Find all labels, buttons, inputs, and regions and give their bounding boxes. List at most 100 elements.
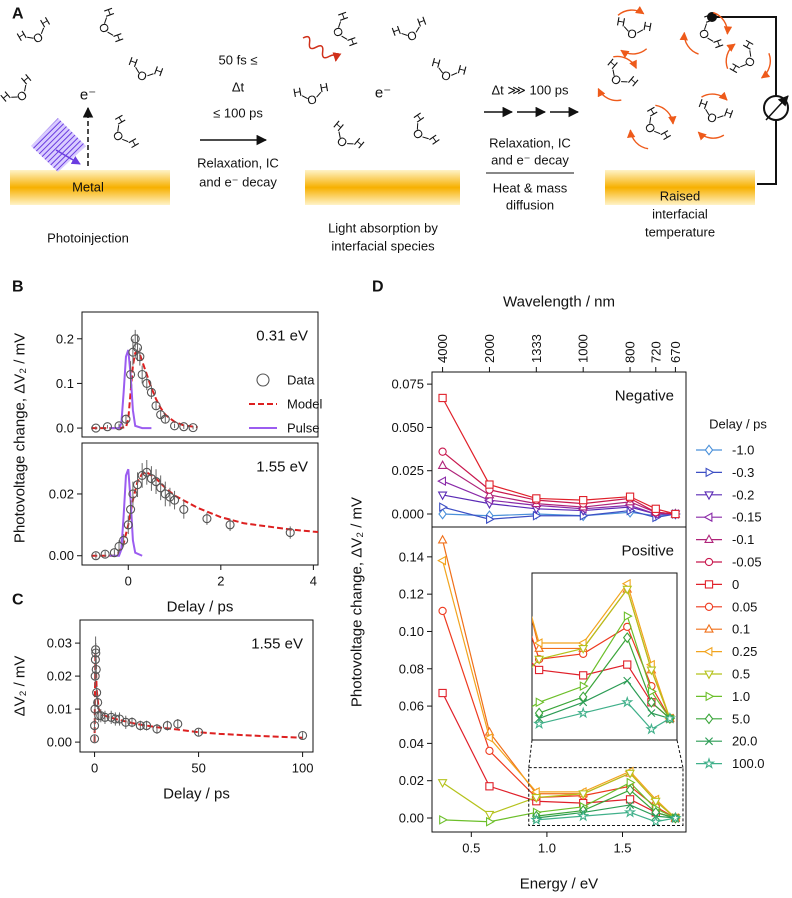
marker bbox=[491, 705, 499, 712]
marker bbox=[169, 421, 180, 431]
marker bbox=[704, 670, 714, 680]
transition-text: Δt ⋙ 100 ps bbox=[491, 83, 569, 98]
bond bbox=[707, 37, 714, 42]
atom: O bbox=[96, 21, 112, 35]
marker bbox=[194, 727, 204, 737]
marker bbox=[703, 512, 713, 523]
bond bbox=[107, 31, 114, 36]
marker bbox=[90, 721, 100, 731]
inset-frame bbox=[531, 572, 678, 741]
marker bbox=[485, 782, 494, 791]
marker bbox=[650, 797, 661, 807]
x2-tick-label: 2000 bbox=[482, 334, 497, 363]
rotation-arrow bbox=[617, 5, 645, 16]
panel-label: A bbox=[12, 6, 24, 23]
atom: O bbox=[14, 88, 30, 105]
marker bbox=[530, 787, 540, 797]
bond bbox=[654, 130, 661, 135]
rotation-arrow bbox=[760, 53, 772, 79]
marker bbox=[298, 730, 308, 741]
x-axis-label: Delay / ps bbox=[167, 599, 234, 616]
bond bbox=[621, 81, 628, 83]
rotation-arrow bbox=[697, 131, 725, 141]
plot-area bbox=[91, 459, 318, 561]
marker bbox=[437, 779, 448, 789]
bond bbox=[27, 36, 34, 39]
panel-label: D bbox=[372, 279, 384, 296]
marker bbox=[93, 697, 103, 708]
bond bbox=[24, 84, 27, 92]
water-molecule: HOH bbox=[725, 38, 772, 79]
marker bbox=[486, 816, 495, 827]
series-line bbox=[442, 397, 676, 515]
marker bbox=[90, 734, 100, 744]
bond bbox=[104, 17, 108, 24]
marker bbox=[703, 646, 713, 657]
light-pulse bbox=[31, 118, 86, 172]
bond bbox=[704, 23, 708, 30]
marker bbox=[438, 606, 447, 616]
atom: H bbox=[14, 28, 29, 44]
bond bbox=[147, 73, 154, 77]
atom: H bbox=[625, 73, 641, 89]
zoom-region bbox=[528, 767, 684, 826]
atom: H bbox=[657, 128, 673, 143]
legend-marker bbox=[256, 373, 270, 387]
y-axis-label: Photovoltage change, ΔV₂ / mV bbox=[12, 333, 29, 543]
caption: temperature bbox=[645, 225, 715, 240]
annotation: 1.55 eV bbox=[256, 459, 308, 476]
atom: O bbox=[110, 128, 127, 143]
atom: H bbox=[430, 55, 442, 71]
marker bbox=[132, 343, 143, 353]
marker bbox=[285, 528, 295, 538]
marker bbox=[623, 660, 632, 669]
y-tick-label: 0.03 bbox=[47, 636, 72, 651]
x-tick-label: 0 bbox=[125, 574, 132, 589]
marker bbox=[705, 691, 715, 702]
marker bbox=[577, 809, 590, 822]
marker bbox=[649, 815, 662, 827]
marker bbox=[437, 555, 447, 566]
marker bbox=[704, 534, 714, 544]
marker bbox=[535, 697, 545, 708]
legend-label: 20.0 bbox=[732, 734, 757, 749]
annotation: 0.31 eV bbox=[256, 328, 308, 345]
rotation-arrow bbox=[712, 11, 733, 35]
atom: H bbox=[426, 132, 442, 147]
marker bbox=[160, 414, 170, 424]
marker bbox=[179, 422, 189, 432]
axes-frame bbox=[79, 619, 314, 753]
atom: H bbox=[101, 6, 117, 19]
marker bbox=[577, 706, 590, 719]
plot-area bbox=[91, 329, 198, 433]
marker bbox=[669, 811, 682, 824]
marker bbox=[165, 492, 175, 502]
marker bbox=[142, 467, 152, 477]
atom: O bbox=[440, 68, 453, 84]
marker bbox=[647, 696, 656, 708]
marker bbox=[126, 504, 136, 514]
x2-tick-label: 1000 bbox=[576, 334, 591, 363]
marker bbox=[704, 444, 714, 456]
marker bbox=[130, 334, 140, 344]
y-tick-label: 0.02 bbox=[47, 669, 72, 684]
marker bbox=[532, 717, 546, 730]
metal-surface bbox=[10, 170, 170, 205]
marker bbox=[135, 352, 145, 362]
marker bbox=[126, 369, 136, 380]
marker bbox=[132, 480, 143, 490]
marker bbox=[137, 470, 147, 480]
marker bbox=[533, 638, 543, 648]
caption: Photoinjection bbox=[47, 231, 129, 246]
atom: H bbox=[615, 14, 626, 29]
atom: H bbox=[644, 104, 660, 119]
bond bbox=[623, 26, 629, 32]
plot-area bbox=[90, 636, 308, 744]
atom: H bbox=[319, 80, 330, 95]
rotation-arrow bbox=[626, 129, 649, 150]
bond bbox=[749, 50, 752, 57]
legend-label: 5.0 bbox=[732, 711, 750, 726]
marker bbox=[91, 551, 101, 561]
marker bbox=[484, 489, 495, 499]
